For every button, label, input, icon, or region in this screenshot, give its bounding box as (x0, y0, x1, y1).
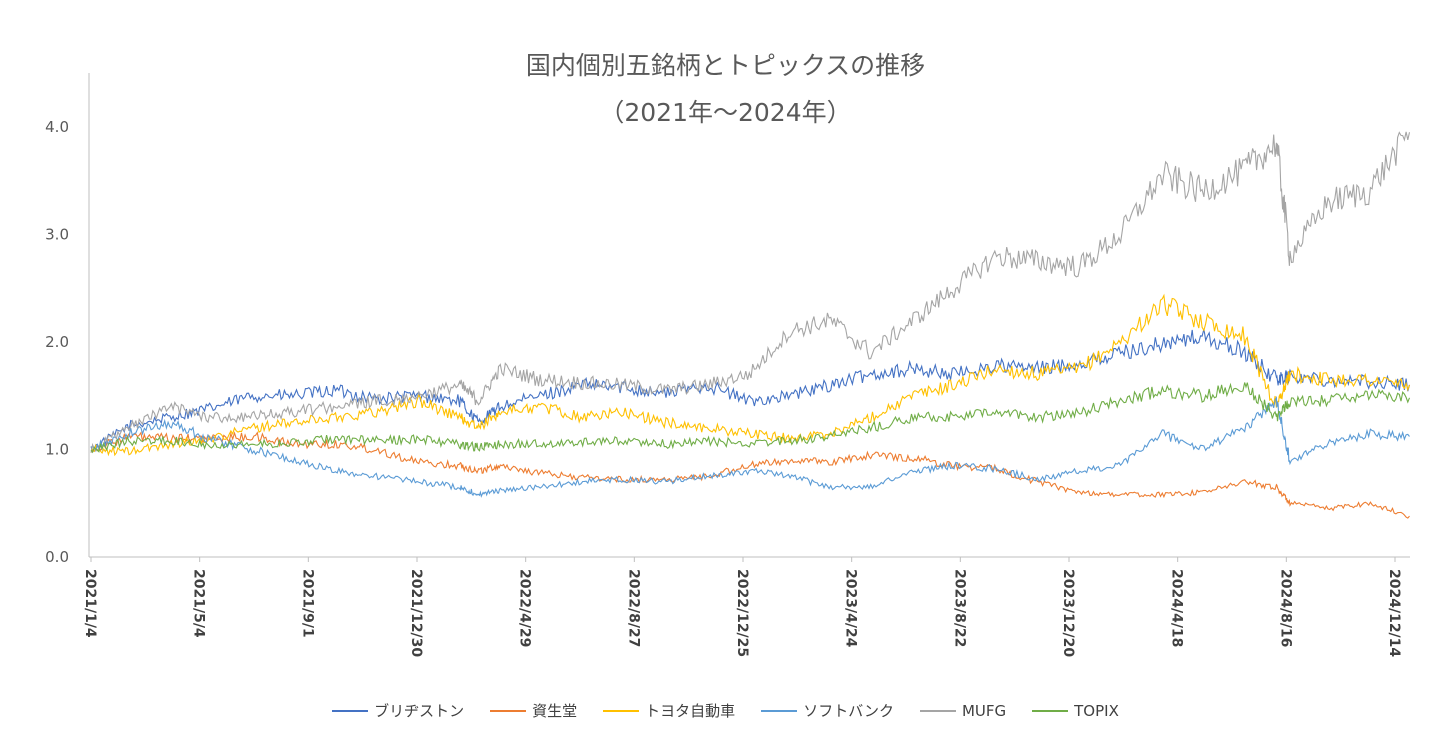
legend-label: トヨタ自動車 (645, 702, 736, 720)
x-tick-label: 2024/12/14 (1386, 569, 1402, 657)
x-tick-label: 2021/1/4 (82, 569, 98, 638)
legend-item: トヨタ自動車 (603, 700, 735, 721)
legend-label: ブリヂストン (374, 702, 465, 720)
y-tick-label: 2.0 (45, 333, 69, 351)
x-tick-label: 2023/8/22 (951, 569, 967, 647)
x-tick-label: 2024/4/18 (1169, 569, 1185, 647)
series-line-6 (90, 382, 1411, 454)
legend-swatch (332, 709, 369, 712)
x-tick-label: 2022/8/27 (625, 569, 641, 647)
x-tick-label: 2023/12/20 (1060, 569, 1076, 657)
legend-label: TOPIX (1074, 701, 1119, 720)
legend-item: TOPIX (1032, 700, 1119, 721)
chart-subtitle: （2021年～2024年） (599, 98, 852, 127)
y-tick-label: 4.0 (45, 118, 69, 136)
chart-legend: ブリヂストン 資生堂 トヨタ自動車 ソフトバンク MUFG TOPIX (0, 700, 1451, 721)
legend-swatch (1032, 709, 1069, 712)
y-tick-label: 0.0 (45, 548, 69, 566)
x-tick-label: 2022/4/29 (517, 569, 533, 647)
legend-item: ソフトバンク (761, 700, 894, 721)
legend-swatch (490, 709, 527, 712)
series-line-4 (90, 395, 1410, 498)
x-tick-label: 2021/12/30 (408, 569, 424, 657)
series-line-5 (90, 131, 1411, 453)
x-tick-label: 2023/4/24 (843, 569, 859, 648)
legend-swatch (919, 709, 956, 712)
x-tick-label: 2021/5/4 (191, 569, 207, 638)
x-tick-label: 2021/9/1 (299, 569, 315, 638)
legend-swatch (603, 709, 640, 712)
chart-title: 国内個別五銘柄とトピックスの推移 (525, 51, 926, 80)
series-line-2 (90, 431, 1410, 519)
y-tick-label: 3.0 (45, 225, 69, 243)
y-tick-label: 1.0 (45, 440, 69, 458)
legend-label: MUFG (961, 701, 1007, 720)
legend-item: ブリヂストン (332, 700, 464, 721)
series-line-3 (90, 293, 1411, 457)
series-line-1 (90, 328, 1411, 453)
legend-label: ソフトバンク (803, 702, 894, 720)
legend-swatch (761, 709, 798, 712)
legend-item: MUFG (919, 700, 1007, 721)
legend-item: 資生堂 (490, 700, 577, 721)
legend-label: 資生堂 (532, 702, 578, 720)
x-tick-label: 2022/12/25 (734, 569, 750, 657)
x-tick-label: 2024/8/16 (1277, 569, 1293, 647)
